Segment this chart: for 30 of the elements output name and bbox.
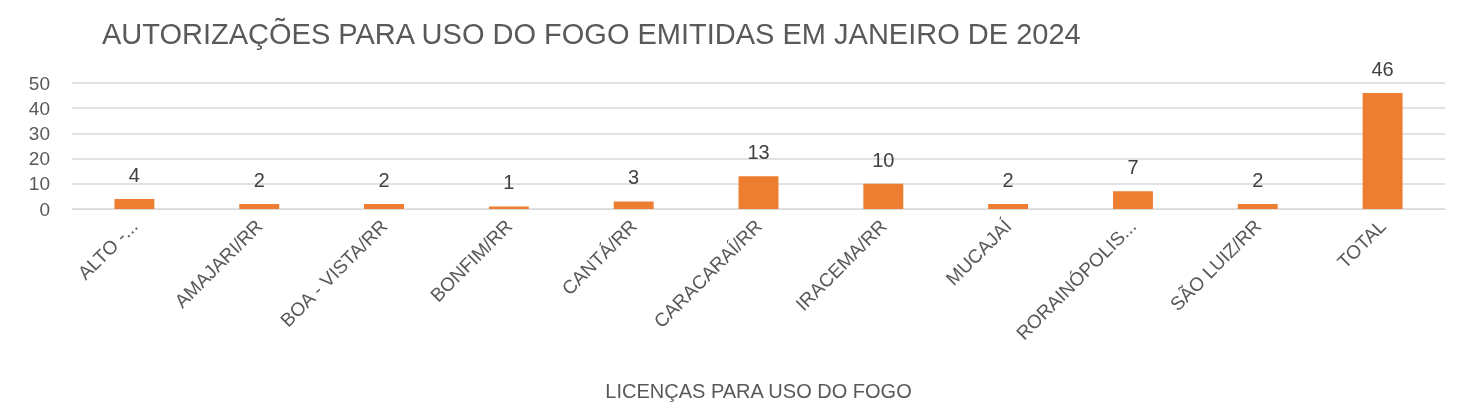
data-label: 13	[747, 141, 770, 164]
data-label: 1	[503, 171, 515, 194]
bar	[988, 203, 1029, 209]
data-label: 2	[1002, 168, 1014, 191]
data-label: 2	[253, 168, 265, 191]
data-label: 4	[128, 163, 140, 186]
data-label: 3	[628, 166, 640, 189]
y-tick-label: 40	[28, 97, 50, 119]
y-tick-label: 0	[39, 198, 50, 220]
bar	[239, 203, 280, 209]
bar	[1237, 203, 1278, 209]
y-tick-label: 30	[28, 122, 50, 144]
chart-title: AUTORIZAÇÕES PARA USO DO FOGO EMITIDAS EM JANEIRO DE 2024	[102, 16, 1081, 50]
y-tick-label: 20	[28, 148, 50, 170]
bar	[488, 206, 529, 209]
data-label: 2	[1252, 168, 1264, 191]
bar	[1362, 93, 1403, 209]
data-label: 46	[1371, 58, 1394, 81]
data-label: 2	[378, 168, 390, 191]
bar	[114, 198, 155, 209]
bar	[863, 183, 904, 209]
bar	[1112, 191, 1153, 209]
data-label: 7	[1127, 156, 1139, 179]
bar	[364, 203, 405, 209]
bar	[738, 176, 779, 209]
y-tick-label: 10	[28, 173, 50, 195]
data-label: 10	[872, 148, 895, 171]
x-axis-title: LICENÇAS PARA USO DO FOGO	[605, 380, 912, 402]
y-tick-label: 50	[28, 72, 50, 94]
bar	[613, 201, 654, 209]
